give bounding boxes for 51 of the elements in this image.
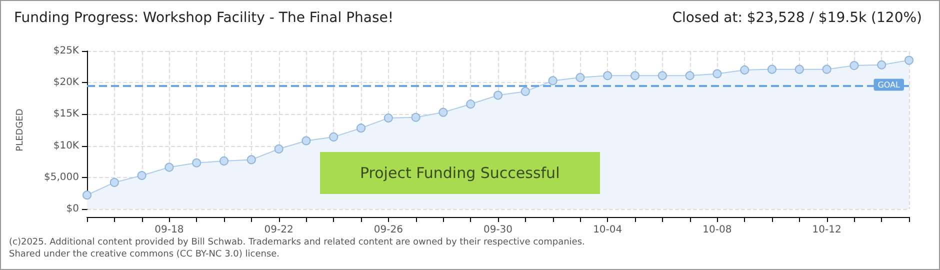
point — [548, 76, 558, 86]
y-tick-label: $5,000 — [44, 172, 79, 183]
point — [192, 158, 202, 168]
x-tick-label: 09-18 — [154, 224, 184, 236]
point — [110, 178, 119, 187]
x-tick-label: 09-30 — [483, 224, 513, 236]
y-axis-title: PLEDGED — [16, 108, 26, 152]
point — [438, 108, 448, 117]
point — [877, 60, 886, 70]
y-tick-label: $0 — [66, 204, 79, 214]
point — [356, 124, 366, 133]
point — [768, 64, 776, 74]
text: Shared under the creative commons (CC BY-NC 3.0) license. — [9, 250, 280, 260]
x-tick-label: 09-22 — [264, 224, 294, 236]
x-tick-label: 10-08 — [702, 224, 732, 236]
ref-line-label: GOAL — [878, 80, 901, 90]
point — [494, 90, 502, 100]
point — [220, 156, 228, 166]
y-tick-label: $15K — [53, 108, 80, 120]
point — [904, 56, 914, 65]
y-tick-label: $20K — [53, 77, 80, 88]
chart-title: Funding Progress: Workshop Facility - The Final Phase! — [14, 10, 394, 26]
y-tick-label: $25K — [53, 46, 80, 56]
y-tick-label: $10K — [53, 140, 80, 152]
point — [82, 190, 92, 200]
point — [630, 71, 640, 80]
point — [302, 136, 311, 146]
success-banner: Project Funding Successful — [320, 152, 600, 194]
point — [658, 71, 667, 80]
point — [685, 71, 694, 80]
point — [576, 73, 585, 82]
point — [274, 144, 284, 154]
chart-subtitle: Closed at: $23,528 / $19.5k (120%) — [672, 10, 922, 26]
text: (c)2025. Additional content provided by Bill Schwab. Trademarks and related content are owned by their respective companies. — [9, 238, 585, 248]
point — [411, 112, 420, 122]
point — [520, 86, 530, 96]
point — [246, 155, 256, 164]
point — [466, 100, 476, 109]
point — [850, 61, 859, 70]
point — [603, 71, 612, 80]
x-tick-label: 10-12 — [812, 224, 842, 236]
x-tick-label: 10-04 — [593, 224, 622, 236]
point — [712, 69, 722, 78]
point — [164, 162, 174, 172]
point — [329, 132, 338, 142]
point — [137, 171, 146, 180]
point — [740, 65, 750, 74]
point — [794, 64, 804, 74]
x-tick-label: 09-26 — [374, 224, 403, 236]
point — [822, 64, 832, 74]
point — [384, 113, 393, 122]
